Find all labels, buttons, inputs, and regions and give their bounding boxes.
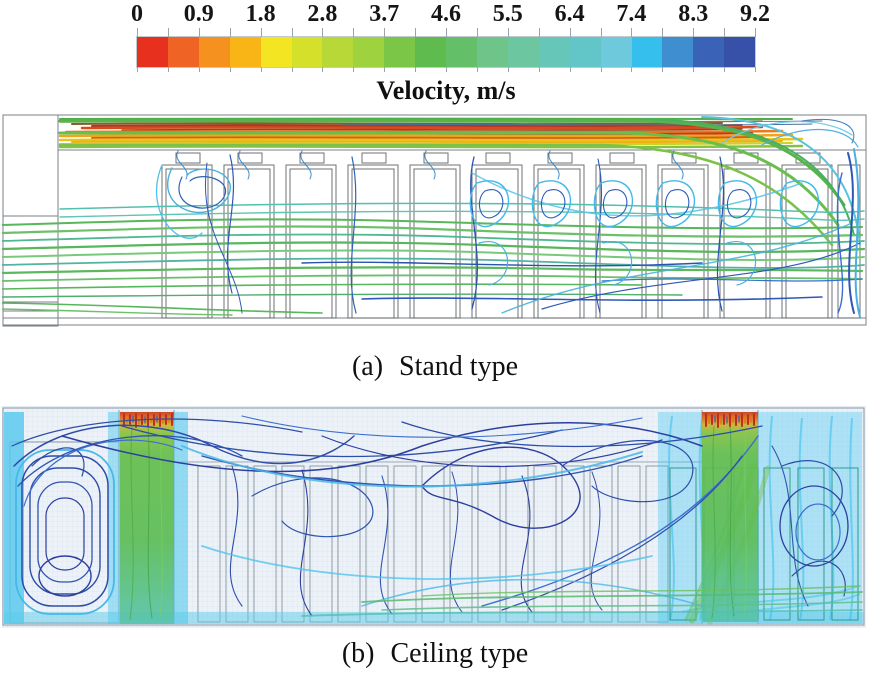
colorbar-tick	[291, 28, 293, 37]
colorbar-segment	[538, 37, 570, 67]
ceiling-type-streamline-plot	[2, 406, 866, 628]
colorbar-tick	[600, 28, 602, 37]
colorbar-tick	[724, 28, 726, 37]
colorbar-tick	[724, 67, 726, 72]
colorbar-segment	[198, 37, 230, 67]
colorbar-tick	[353, 28, 355, 37]
colorbar-tick	[291, 67, 293, 72]
panel-b-title: Ceiling type	[390, 638, 529, 669]
panel-a-title: Stand type	[399, 351, 519, 382]
panel-a-caption: (a) Stand type	[0, 351, 870, 383]
colorbar-tick	[569, 28, 571, 37]
colorbar-segment	[384, 37, 416, 67]
colorbar-tick	[229, 67, 231, 72]
colorbar-tick-label: 6.4	[554, 1, 585, 27]
panel-b-caption: (b) Ceiling type	[0, 638, 870, 670]
colorbar-tick	[600, 67, 602, 72]
colorbar-tick-label: 9.2	[740, 1, 770, 27]
colorbar-tick	[353, 67, 355, 72]
colorbar-tick-label: 3.7	[369, 1, 400, 27]
rack-recirculation-streamlines	[155, 148, 863, 318]
colorbar-tick	[507, 28, 509, 37]
colorbar-tick	[755, 28, 756, 37]
colorbar: Velocity, m/s 0 0.9 1.8 2.8 3.7 4.6 5.5 6.4 7.4 8…	[131, 0, 770, 112]
colorbar-segment	[662, 37, 694, 67]
left-vortex-streamlines	[15, 447, 115, 615]
colorbar-segment	[569, 37, 601, 67]
colorbar-tick	[476, 67, 478, 72]
colorbar-tick	[384, 28, 386, 37]
colorbar-segment	[600, 37, 632, 67]
colorbar-tick	[755, 67, 756, 72]
colorbar-tick	[167, 67, 169, 72]
colorbar-segment	[415, 37, 447, 67]
colorbar-tick	[662, 67, 664, 72]
colorbar-tick	[198, 67, 200, 72]
colorbar-segment	[322, 37, 354, 67]
colorbar-tick-label: 8.3	[678, 1, 709, 27]
colorbar-tick	[322, 28, 324, 37]
roaming-streamlines	[11, 415, 849, 617]
colorbar-tick-label: 2.8	[307, 1, 338, 27]
colorbar-tick	[415, 28, 417, 37]
colorbar-tick	[662, 28, 664, 37]
floor-return-streamlines	[2, 202, 866, 316]
colorbar-title: Velocity, m/s	[376, 76, 516, 105]
colorbar-tick	[384, 67, 386, 72]
colorbar-segment	[476, 37, 508, 67]
panel-a-label: (a)	[351, 351, 384, 382]
colorbar-segment	[137, 37, 168, 67]
colorbar-tick	[415, 67, 417, 72]
colorbar-tick	[538, 67, 540, 72]
colorbar-segment	[693, 37, 725, 67]
colorbar-segment	[507, 37, 539, 67]
colorbar-tick-label: 0.9	[183, 1, 214, 27]
colorbar-tick	[631, 67, 633, 72]
colorbar-tick	[693, 67, 695, 72]
colorbar-segment	[724, 37, 756, 67]
colorbar-tick	[446, 28, 447, 37]
colorbar-segment	[167, 37, 199, 67]
ceiling-jets	[120, 412, 758, 624]
colorbar-tick	[507, 67, 509, 72]
colorbar-tick	[538, 28, 540, 37]
colorbar-tick-label: 1.8	[245, 1, 276, 27]
colorbar-tick	[569, 67, 571, 72]
colorbar-tick	[198, 28, 200, 37]
colorbar-tick	[631, 28, 633, 37]
stand-type-streamline-plot	[2, 114, 867, 327]
colorbar-tick	[260, 67, 262, 72]
colorbar-tick-label: 0	[131, 1, 143, 27]
panel-b-label: (b)	[341, 638, 375, 669]
colorbar-segments	[137, 37, 756, 67]
ceiling-jet-streamlines	[58, 116, 861, 247]
colorbar-tick-label: 4.6	[431, 1, 461, 27]
colorbar-segment	[631, 37, 663, 67]
colorbar-segment	[260, 37, 292, 67]
colorbar-tick-label: 5.5	[492, 1, 523, 27]
colorbar-tick	[446, 67, 447, 72]
colorbar-tick-label: 7.4	[616, 1, 647, 27]
colorbar-segment	[446, 37, 477, 67]
colorbar-tick	[693, 28, 695, 37]
colorbar-segment	[229, 37, 261, 67]
colorbar-tick	[167, 28, 169, 37]
colorbar-segment	[353, 37, 385, 67]
colorbar-tick	[476, 28, 478, 37]
floor-streaks-b	[301, 585, 863, 617]
room-structure-a	[2, 114, 867, 327]
colorbar-tick	[322, 67, 324, 72]
colorbar-tick	[260, 28, 262, 37]
colorbar-tick	[137, 28, 138, 37]
colorbar-segment	[291, 37, 323, 67]
colorbar-tick	[137, 67, 138, 72]
colorbar-tick	[229, 28, 231, 37]
